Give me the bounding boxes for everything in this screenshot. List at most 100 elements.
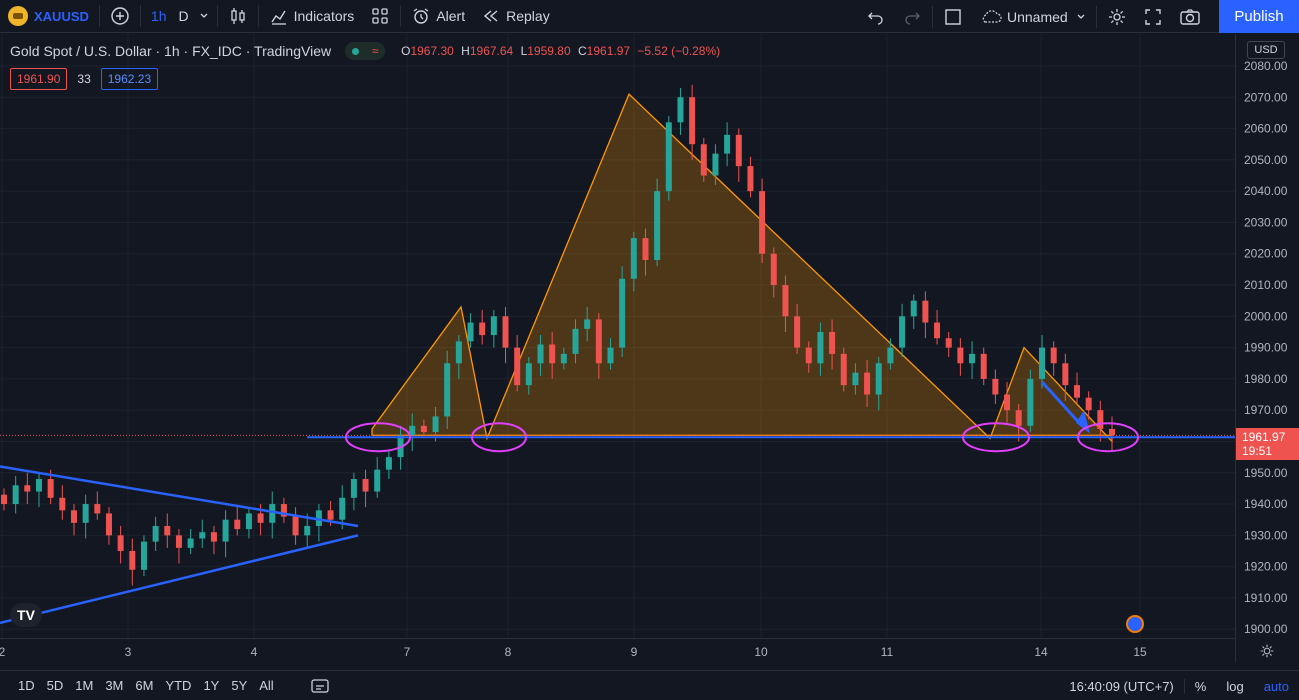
candle-body — [934, 322, 941, 339]
candle-body — [887, 347, 894, 364]
range-1m[interactable]: 1M — [75, 678, 94, 693]
range-1d[interactable]: 1D — [18, 678, 35, 693]
price-axis[interactable]: 2080.00 2070.00 2060.00 2050.00 2040.00 2030.… — [1235, 34, 1299, 662]
candle-body — [1004, 394, 1011, 411]
tradingview-logo[interactable]: TV — [10, 603, 42, 627]
candle-body — [922, 300, 929, 323]
templates-button[interactable] — [362, 0, 398, 33]
candle-body — [59, 497, 66, 511]
screenshot-button[interactable] — [1171, 0, 1209, 33]
candle-body — [654, 191, 661, 260]
candle-body — [747, 166, 754, 192]
candle-body — [957, 347, 964, 364]
candle-body — [969, 353, 976, 364]
pattern-circle — [1077, 422, 1139, 453]
log-scale-toggle[interactable]: log — [1226, 678, 1244, 694]
timeframe-1h[interactable]: 1h — [150, 8, 167, 24]
chart-type-button[interactable] — [220, 0, 256, 33]
percent-scale-toggle[interactable]: % — [1183, 678, 1217, 694]
settings-button[interactable] — [1099, 0, 1135, 33]
candles-icon — [230, 8, 245, 24]
ohlc-values: O1967.30 H1967.64 L1959.80 C1961.97 −5.5… — [401, 44, 721, 58]
time-tick-label: 11 — [881, 645, 894, 659]
auto-scale-toggle[interactable]: auto — [1263, 678, 1289, 694]
range-ytd[interactable]: YTD — [165, 678, 192, 693]
symbol-search[interactable]: XAUUSD — [0, 0, 97, 33]
buy-price-button[interactable]: 1962.23 — [100, 68, 159, 90]
indicators-button[interactable]: Indicators — [261, 0, 363, 33]
go-to-date-icon[interactable] — [310, 677, 330, 695]
price-tick-label: 2070.00 — [1244, 90, 1288, 104]
candle-body — [689, 97, 696, 145]
undo-button[interactable] — [858, 0, 894, 33]
candle-body — [292, 516, 299, 536]
pattern-circle — [345, 422, 411, 453]
save-layout-button[interactable]: Unnamed — [971, 0, 1094, 33]
candle-body — [852, 372, 859, 386]
candle-body — [1027, 378, 1034, 426]
pattern-circle — [962, 422, 1030, 453]
time-tick-label: 2 — [0, 645, 6, 659]
candle-body — [199, 532, 206, 539]
price-tick-label: 2010.00 — [1244, 278, 1288, 292]
triangle-upper-line — [0, 465, 359, 528]
range-5y[interactable]: 5Y — [231, 678, 248, 693]
candle-body — [117, 535, 124, 551]
axis-settings-gear-icon[interactable] — [1259, 643, 1275, 659]
date-range-list: 1D 5D 1M 3M 6M YTD 1Y 5Y All — [0, 678, 280, 693]
legend-title: Gold Spot / U.S. Dollar · 1h · FX_IDC · … — [10, 43, 332, 59]
sell-price-button[interactable]: 1961.90 — [10, 68, 68, 90]
range-6m[interactable]: 6M — [135, 678, 154, 693]
clock-readout[interactable]: 16:40:09 (UTC+7) — [1069, 678, 1174, 694]
time-axis[interactable]: 2 3 4 7 8 9 10 11 14 15 — [0, 638, 1235, 662]
top-toolbar: XAUUSD 1h D Indicators Alert Replay — [0, 0, 1299, 33]
candle-body — [980, 353, 987, 379]
plus-circle-icon — [111, 7, 129, 25]
candle-body — [992, 378, 999, 395]
candle-body — [1050, 347, 1057, 364]
trend-arrow — [1040, 381, 1084, 427]
candle-body — [35, 479, 42, 492]
timeframe-dropdown[interactable] — [193, 0, 215, 33]
candle-body — [899, 316, 906, 348]
time-tick-label: 9 — [631, 645, 638, 659]
candle-body — [362, 479, 369, 492]
square-icon — [945, 8, 961, 25]
low-value: 1959.80 — [527, 44, 571, 58]
alert-button[interactable]: Alert — [403, 0, 473, 33]
candle-body — [1085, 397, 1092, 411]
time-tick-label: 10 — [754, 645, 768, 659]
time-tick-label: 3 — [125, 645, 132, 659]
timeframe-d[interactable]: D — [178, 8, 189, 24]
replay-button[interactable]: Replay — [473, 0, 558, 33]
layout-name: Unnamed — [1007, 8, 1068, 25]
market-status-pill[interactable]: ≈ — [345, 42, 386, 60]
range-1y[interactable]: 1Y — [203, 678, 220, 693]
candle-body — [187, 538, 194, 548]
redo-button[interactable] — [894, 0, 930, 33]
price-tick-label: 2020.00 — [1244, 247, 1288, 261]
candle-body — [455, 341, 462, 364]
range-5d[interactable]: 5D — [46, 678, 64, 693]
quote-panel: 1961.90 33 1962.23 — [10, 68, 159, 90]
triangle-lower-line — [0, 534, 359, 625]
range-3m[interactable]: 3M — [105, 678, 124, 693]
compare-button[interactable] — [102, 0, 138, 33]
publish-button[interactable]: Publish — [1219, 0, 1299, 33]
range-all[interactable]: All — [259, 678, 274, 693]
us-flag-event-icon[interactable] — [1126, 615, 1144, 633]
symbol-label: XAUUSD — [34, 8, 89, 24]
candle-body — [829, 331, 836, 354]
candle-body — [572, 328, 579, 354]
price-tick-label: 2080.00 — [1244, 59, 1288, 73]
candle-body — [479, 322, 486, 336]
candle-body — [910, 300, 917, 317]
price-tick-label: 1900.00 — [1244, 622, 1288, 636]
price-chart[interactable] — [0, 34, 1235, 638]
candle-body — [817, 331, 824, 364]
candle-body — [677, 97, 684, 123]
currency-button[interactable]: USD — [1247, 41, 1285, 59]
fullscreen-button[interactable] — [1135, 0, 1171, 33]
time-tick-label: 15 — [1133, 645, 1147, 659]
layout-button[interactable] — [935, 0, 971, 33]
